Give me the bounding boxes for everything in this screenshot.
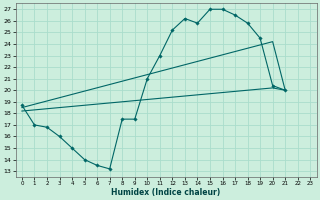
X-axis label: Humidex (Indice chaleur): Humidex (Indice chaleur) bbox=[111, 188, 221, 197]
